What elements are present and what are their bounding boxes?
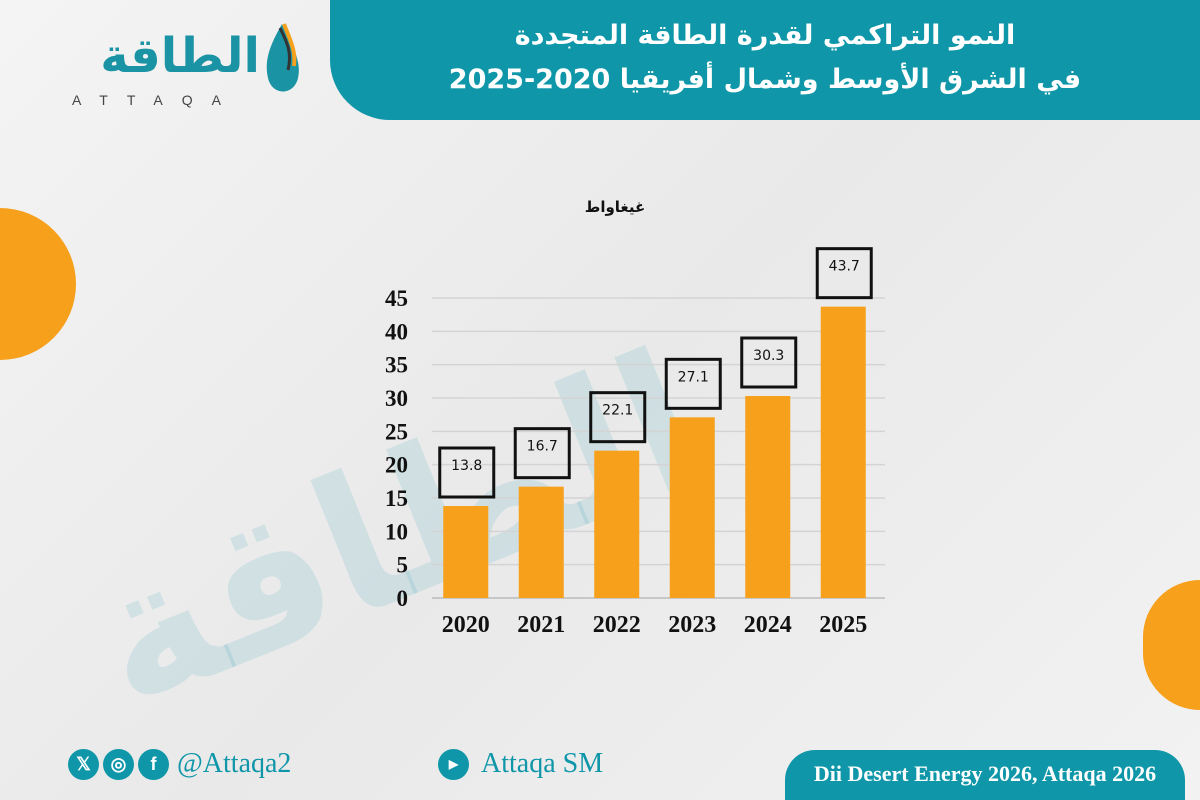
data-label: 30.3 — [753, 348, 784, 364]
data-label: 13.8 — [451, 458, 482, 474]
logo-latin: ATTAQA — [72, 92, 240, 108]
y-tick-label: 20 — [385, 453, 408, 478]
x-tick-label: 2022 — [593, 612, 641, 638]
instagram-icon[interactable]: ◎ — [103, 748, 134, 780]
source-credit: Dii Desert Energy 2026, Attaqa 2026 — [785, 750, 1185, 800]
y-tick-label: 15 — [385, 486, 408, 511]
y-tick-label: 35 — [385, 353, 408, 378]
bar — [745, 396, 791, 598]
youtube-handle[interactable]: Attaqa SM — [481, 748, 604, 779]
y-tick-label: 25 — [385, 419, 408, 444]
header-band — [330, 0, 1200, 120]
social-handle[interactable]: @Attaqa2 — [177, 748, 292, 779]
attaqa-logo: الطاقة ATTAQA — [50, 23, 310, 113]
data-label-box — [513, 427, 571, 480]
data-label-box — [664, 357, 722, 410]
bar — [669, 417, 715, 598]
data-label: 27.1 — [678, 369, 709, 385]
x-tick-label: 2020 — [442, 612, 490, 638]
y-tick-label: 30 — [385, 386, 408, 411]
youtube-link: ▶ Attaqa SM — [438, 748, 603, 780]
y-tick-label: 5 — [397, 553, 409, 578]
bar — [518, 486, 564, 598]
data-label-box — [589, 391, 647, 444]
data-label-box — [438, 446, 496, 499]
logo-arabic: الطاقة — [100, 28, 260, 84]
x-tick-label: 2021 — [517, 612, 565, 638]
data-label-box — [740, 336, 798, 389]
bar — [820, 306, 866, 598]
youtube-icon[interactable]: ▶ — [438, 748, 469, 780]
facebook-icon[interactable]: f — [138, 748, 169, 780]
x-tick-label: 2024 — [744, 612, 792, 638]
data-label: 16.7 — [527, 439, 558, 455]
x-tick-label: 2023 — [668, 612, 716, 638]
social-links: 𝕏 ◎ f @Attaqa2 — [68, 748, 291, 780]
y-tick-label: 45 — [385, 286, 408, 311]
y-tick-label: 10 — [385, 519, 408, 544]
title-line-2: في الشرق الأوسط وشمال أفريقيا 2020-2025 — [448, 64, 1082, 95]
bar — [594, 450, 640, 598]
title-line-1: النمو التراكمي لقدرة الطاقة المتجددة — [514, 20, 1016, 51]
data-label: 22.1 — [602, 403, 633, 419]
data-label: 43.7 — [829, 259, 860, 275]
bar — [443, 506, 489, 598]
x-icon[interactable]: 𝕏 — [68, 748, 99, 780]
flame-drop-icon — [266, 23, 299, 92]
y-tick-label: 40 — [385, 319, 408, 344]
y-tick-label: 0 — [397, 586, 409, 611]
x-tick-label: 2025 — [819, 612, 867, 638]
data-label-box — [815, 247, 873, 300]
page-title: النمو التراكمي لقدرة الطاقة المتجددة في … — [330, 14, 1200, 102]
unit-label: غيغاواط — [584, 198, 646, 216]
